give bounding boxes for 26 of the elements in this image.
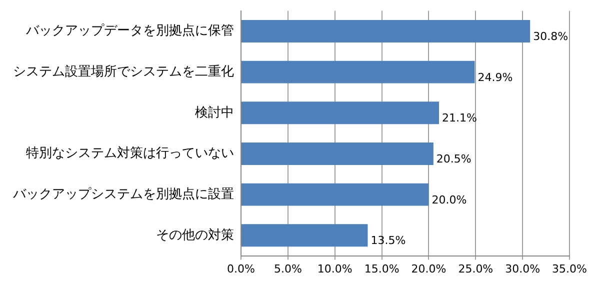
x-tick-label: 0.0% (227, 262, 255, 276)
y-tick-label: バックアップデータを別拠点に保管 (25, 24, 234, 39)
bar (242, 60, 475, 84)
data-label: 20.0% (432, 193, 467, 206)
data-label: 30.8% (533, 30, 568, 44)
x-tick-label: 25.0% (458, 262, 494, 276)
bar (242, 183, 429, 206)
y-tick-label: バックアップシステムを別拠点に設置 (12, 186, 234, 202)
y-tick-label: 検討中 (195, 105, 234, 120)
y-tick-label: その他の対策 (156, 226, 234, 243)
x-tick-label: 5.0% (274, 262, 302, 276)
x-tick-label: 30.0% (505, 262, 540, 276)
bar (242, 142, 434, 165)
bar (242, 224, 368, 247)
data-label: 20.5% (436, 152, 472, 166)
x-tick-label: 15.0% (364, 262, 400, 276)
y-tick-label: システム設置場所でシステムを二重化 (13, 64, 234, 80)
x-tick-label: 10.0% (317, 262, 352, 276)
y-tick-label: 特別なシステム対策は行っていない (26, 145, 234, 162)
x-tick-label: 20.0% (411, 262, 446, 276)
bar (242, 102, 440, 124)
data-label: 24.9% (478, 70, 513, 84)
data-label: 13.5% (370, 234, 406, 248)
bar (242, 20, 530, 42)
x-tick-label: 35.0% (552, 262, 588, 276)
data-label: 21.1% (442, 112, 478, 125)
